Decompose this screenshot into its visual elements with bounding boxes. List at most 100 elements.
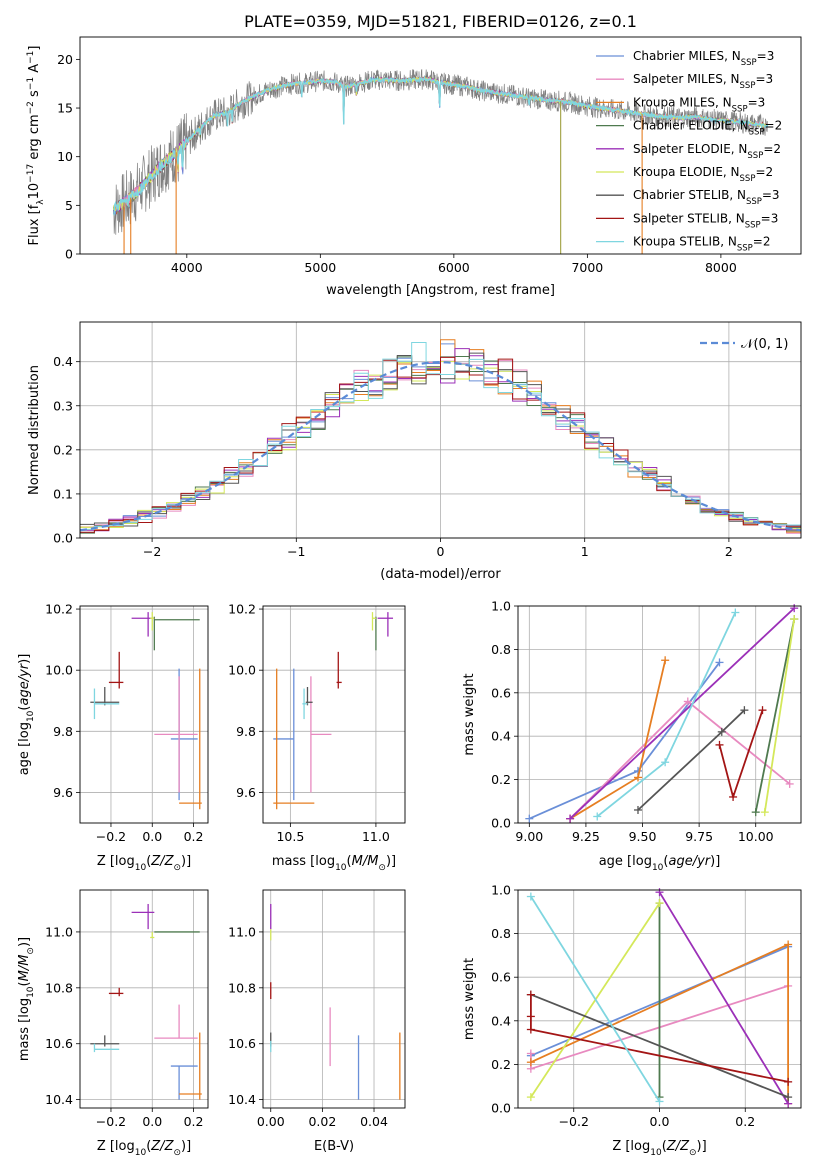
mass-weight-vs-Z-axes: −0.2 0.0 0.2 0.0 0.2 0.4 0.6 0.8 1.0 — [491, 883, 801, 1129]
x-tick-label: 0.0 — [142, 1114, 162, 1129]
residuals-frame — [79, 321, 802, 539]
spectrum-ylabel: Flux [fλ10−17 erg cm−2 s−1 A−1] — [26, 46, 46, 246]
x-tick-label: 9.00 — [515, 829, 543, 844]
x-tick-label: 0.02 — [308, 1114, 336, 1129]
y-tick-label: 0.2 — [491, 772, 511, 787]
y-tick-label: 10.4 — [228, 1092, 256, 1107]
legend-label: Salpeter ELODIE, NSSP=2 — [633, 142, 781, 161]
mass-weight-vs-Z-ylabel: mass weight — [462, 958, 477, 1040]
y-tick-label: 10.0 — [45, 663, 73, 678]
y-tick-label: 0.2 — [491, 1057, 511, 1072]
y-tick-label: 10.2 — [45, 602, 73, 617]
legend-label: Chabrier STELIB, NSSP=3 — [633, 188, 780, 207]
x-tick-label: 0.04 — [360, 1114, 388, 1129]
x-tick-label: 9.25 — [572, 829, 600, 844]
age-vs-mass-frame — [262, 605, 406, 824]
mass-weight-line — [530, 896, 661, 1102]
y-tick-label: 0.1 — [53, 486, 73, 501]
residuals-axes: −2 −1 0 1 2 0.0 0.1 0.2 0.3 0.4 — [53, 322, 801, 559]
x-tick-label: 1 — [581, 544, 589, 559]
age-vs-mass-axes: 10.5 11.0 9.6 9.8 10.0 10.2 — [228, 602, 405, 844]
residuals-xlabel: (data-model)/error — [380, 567, 501, 582]
y-tick-label: 10.6 — [228, 1036, 256, 1051]
y-tick-label: 1.0 — [491, 599, 511, 614]
age-vs-Z-axes: −0.2 0.0 0.2 9.6 9.8 10.0 10.2 — [45, 602, 208, 844]
mass-weight-line — [530, 994, 789, 1083]
age-vs-Z-frame — [79, 605, 209, 824]
x-tick-label: 6000 — [438, 260, 470, 275]
x-tick-label: 0.0 — [142, 829, 162, 844]
mass-weight-line — [569, 700, 791, 820]
y-tick-label: 0.3 — [53, 398, 73, 413]
y-tick-label: 10.2 — [228, 602, 256, 617]
spectrum-legend: Chabrier MILES, NSSP=3 Salpeter MILES, NS… — [596, 49, 782, 254]
mass-weight-vs-age-ylabel: mass weight — [462, 673, 477, 755]
y-tick-label: 1.0 — [491, 883, 511, 898]
x-tick-label: 2 — [725, 544, 733, 559]
mass-weight-vs-age-frame — [517, 605, 802, 824]
x-tick-label: 5000 — [304, 260, 336, 275]
mass-weight-line — [754, 618, 796, 813]
y-tick-label: 9.6 — [236, 785, 256, 800]
y-tick-label: 11.0 — [228, 924, 256, 939]
y-tick-label: 0.8 — [491, 642, 511, 657]
y-tick-label: 0.6 — [491, 685, 511, 700]
mass-vs-Z-axes: −0.2 0.0 0.2 10.4 10.6 10.8 11.0 — [45, 890, 208, 1129]
mass-weight-vs-Z-frame — [517, 889, 802, 1109]
mass-weight-line — [658, 891, 789, 1105]
y-tick-label: 0.4 — [491, 729, 511, 744]
mass-vs-Z-ylabel: mass [log10(M/M⊙)] — [17, 937, 36, 1061]
mass-weight-vs-age-xlabel: age [log10(age/yr)] — [599, 854, 721, 873]
x-tick-label: 8000 — [705, 260, 737, 275]
mass-vs-EBV-axes: 0.00 0.02 0.04 10.4 10.6 10.8 11.0 — [228, 890, 405, 1129]
spectrum-data-line — [113, 69, 768, 235]
spectrum-model-line — [112, 75, 769, 216]
mass-weight-vs-age-axes: 9.00 9.25 9.50 9.75 10.00 0.0 0.2 0.4 0.6 0.8 1.0 — [491, 599, 801, 844]
x-tick-label: 9.50 — [629, 829, 657, 844]
mass-weight-vs-Z-xlabel: Z [log10(Z/Z⊙)] — [612, 1139, 706, 1158]
y-tick-label: 0.0 — [53, 531, 73, 546]
legend-label: Kroupa MILES, NSSP=3 — [633, 95, 765, 114]
y-tick-label: 5 — [65, 198, 73, 213]
y-tick-label: 20 — [57, 52, 73, 67]
legend-label: Salpeter MILES, NSSP=3 — [633, 72, 773, 91]
y-tick-label: 0.4 — [53, 354, 73, 369]
x-tick-label: −2 — [143, 544, 161, 559]
mass-weight-line — [596, 612, 737, 818]
y-tick-label: 0.8 — [491, 926, 511, 941]
gaussian-reference-curve — [80, 360, 801, 532]
x-tick-label: 4000 — [171, 260, 203, 275]
x-tick-label: 0.00 — [257, 1114, 285, 1129]
mass-vs-EBV-frame — [262, 889, 406, 1109]
residual-histogram-step — [80, 342, 801, 530]
x-tick-label: 0.2 — [184, 829, 204, 844]
y-tick-label: 0.2 — [53, 442, 73, 457]
x-tick-label: −0.2 — [96, 1114, 126, 1129]
mass-weight-line — [569, 607, 795, 820]
legend-label: Kroupa STELIB, NSSP=2 — [633, 235, 771, 254]
y-tick-label: 10.8 — [228, 980, 256, 995]
x-tick-label: 10.00 — [738, 829, 774, 844]
y-tick-label: 0 — [65, 247, 73, 262]
mass-weight-line — [530, 993, 789, 1098]
spectrum-xlabel: wavelength [Angstrom, rest frame] — [326, 283, 555, 298]
y-tick-label: 0.4 — [491, 1013, 511, 1028]
y-tick-label: 10 — [57, 149, 73, 164]
y-tick-label: 9.8 — [236, 724, 256, 739]
x-tick-label: 7000 — [571, 260, 603, 275]
legend-label: Salpeter STELIB, NSSP=3 — [633, 211, 778, 230]
x-tick-label: 0.2 — [735, 1114, 755, 1129]
mass-vs-EBV-xlabel: E(B-V) — [314, 1139, 354, 1154]
legend-label: Chabrier MILES, NSSP=3 — [633, 49, 774, 68]
y-tick-label: 9.6 — [53, 785, 73, 800]
mass-vs-Z-frame — [79, 889, 209, 1109]
mass-weight-line — [763, 618, 796, 813]
x-tick-label: −0.2 — [559, 1114, 589, 1129]
legend-label: 𝒩(0, 1) — [741, 337, 788, 352]
x-tick-label: 0 — [437, 544, 445, 559]
legend-label: Chabrier ELODIE, NSSP=2 — [633, 119, 782, 138]
y-tick-label: 10.6 — [45, 1036, 73, 1051]
age-vs-mass-xlabel: mass [log10(M/M⊙)] — [272, 854, 396, 873]
